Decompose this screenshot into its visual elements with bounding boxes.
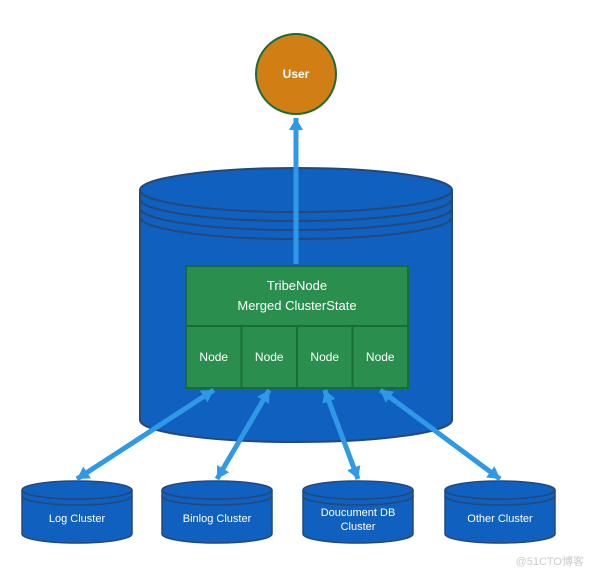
tribenode-label-1: TribeNode [267,278,327,293]
user-circle: User [256,34,336,114]
cluster-label: Other Cluster [467,513,533,525]
user-label: User [283,67,310,81]
cluster-label: Doucument DB [321,507,396,519]
cluster-label: Cluster [341,521,376,533]
watermark: @51CTO博客 [516,553,584,569]
node-label: Node [366,350,395,364]
bottom-cluster: Doucument DB Cluster [303,481,413,543]
cluster-label: Binlog Cluster [183,513,252,525]
node-label: Node [255,350,284,364]
bottom-cluster: Binlog Cluster [162,481,272,543]
node-label: Node [310,350,339,364]
node-label: Node [199,350,228,364]
bottom-cluster: Other Cluster [445,481,555,543]
bottom-cluster: Log Cluster [22,481,132,543]
tribenode-label-2: Merged ClusterState [237,298,356,313]
cluster-label: Log Cluster [49,513,106,525]
tribenode-box: TribeNode Merged ClusterState [186,266,408,326]
nodes-row: Node Node Node Node [186,326,408,388]
